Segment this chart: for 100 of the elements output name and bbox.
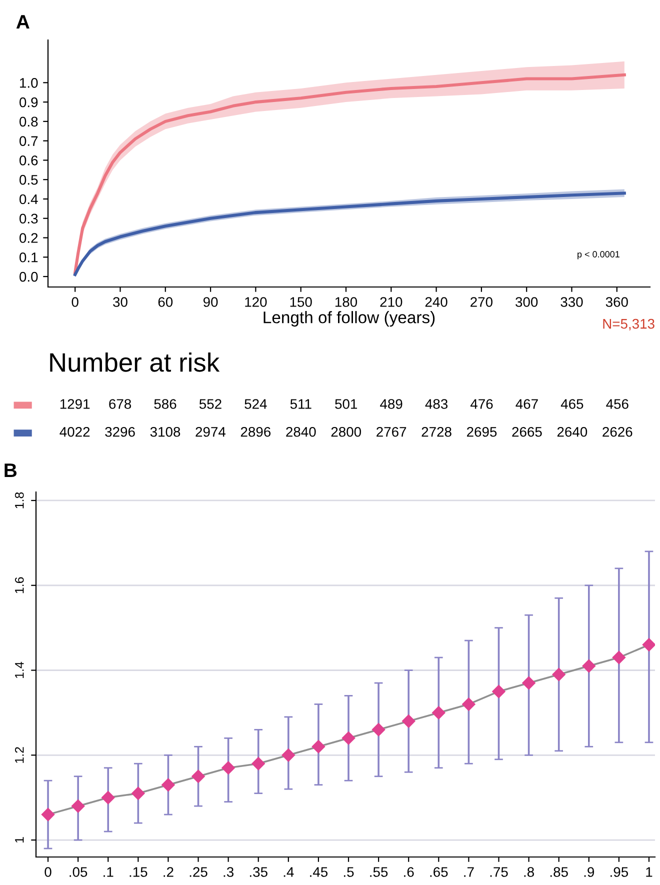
y-tick-label: 1.4 — [15, 662, 24, 678]
point — [552, 668, 566, 682]
data-label: 2896 — [240, 426, 271, 437]
point — [252, 757, 265, 770]
x-tick-label: .9 — [584, 867, 594, 877]
data-label: 586 — [154, 399, 176, 409]
data-label: 501 — [335, 399, 358, 409]
y-tick-label: 0.2 — [20, 233, 38, 243]
data-label: 552 — [199, 399, 222, 409]
x-tick-label: 90 — [203, 297, 218, 307]
text: N=5,313 — [603, 318, 654, 330]
point — [162, 778, 175, 792]
y-tick-label: 0.1 — [20, 252, 38, 262]
point — [432, 706, 446, 720]
y-tick-label: 1.0 — [20, 78, 38, 88]
x-tick-label: .8 — [524, 867, 534, 877]
y-tick-label: 0.4 — [20, 194, 38, 204]
point — [402, 714, 416, 728]
point — [612, 650, 626, 664]
x-tick-label: .55 — [370, 867, 388, 877]
x-tick-label: .5 — [344, 867, 354, 877]
data-label: 678 — [109, 399, 132, 409]
data-label: 2665 — [512, 426, 542, 437]
x-tick-label: .6 — [404, 867, 414, 877]
x-tick-label: 1 — [646, 867, 652, 877]
x-tick-label: .05 — [70, 867, 88, 877]
point — [342, 732, 356, 745]
data-label: 465 — [560, 399, 584, 409]
y-tick-label: 1.6 — [14, 577, 24, 594]
data-label: 3296 — [105, 426, 135, 437]
x-tick-label: 0 — [44, 867, 52, 877]
chart-title: B — [4, 464, 17, 478]
data-label: 2767 — [376, 426, 406, 437]
point — [462, 698, 476, 711]
x-tick-label: 240 — [425, 297, 448, 307]
y-tick-label: 0.3 — [20, 214, 38, 224]
x-tick-label: 120 — [245, 297, 267, 307]
data-label: 524 — [244, 399, 267, 409]
data-label: 489 — [380, 399, 402, 409]
x-tick-label: .35 — [250, 867, 268, 877]
point — [71, 799, 85, 813]
x-tick-label: 30 — [113, 297, 128, 307]
data-label: 467 — [516, 399, 538, 409]
x-tick-label: 300 — [516, 297, 538, 307]
x-tick-label: .15 — [130, 867, 148, 877]
x-tick-label: .7 — [464, 867, 474, 877]
point — [312, 740, 326, 754]
x-tick-label: 360 — [606, 297, 628, 307]
x-tick-label: 60 — [158, 297, 173, 307]
y-tick-label: 0.6 — [20, 156, 38, 166]
chart-title: Number at risk — [50, 352, 220, 372]
x-tick-label: .85 — [550, 867, 568, 877]
y-tick-label: 1 — [15, 837, 24, 843]
data-label: 476 — [470, 399, 493, 409]
y-tick-label: 0.7 — [20, 136, 38, 146]
point — [102, 790, 115, 804]
x-tick-label: .1 — [104, 867, 114, 877]
x-tick-label: .25 — [190, 867, 208, 877]
x-tick-label: 0 — [72, 297, 78, 307]
data-label: 2974 — [196, 426, 226, 437]
x-tick-label: .95 — [610, 867, 628, 877]
data-label: 2800 — [331, 426, 362, 437]
x-axis-title: Length of follow (years) — [264, 311, 435, 327]
x-tick-label: .2 — [164, 867, 174, 877]
x-tick-label: .4 — [284, 867, 294, 877]
data-label: 1291 — [60, 399, 90, 409]
data-label: 2626 — [602, 426, 632, 437]
point — [222, 761, 235, 774]
y-tick-label: 0.8 — [20, 116, 38, 127]
point — [582, 659, 596, 673]
point — [192, 770, 205, 783]
point — [372, 723, 386, 736]
data-label: 511 — [290, 399, 312, 409]
data-label: 2840 — [286, 426, 316, 437]
x-tick-label: .75 — [490, 867, 508, 877]
data-label: 456 — [606, 399, 628, 409]
annotation: p < 0.0001 — [578, 251, 620, 260]
point — [642, 638, 655, 652]
y-tick-label: 0.0 — [20, 272, 38, 282]
x-tick-label: 150 — [290, 297, 312, 307]
point — [132, 786, 145, 800]
x-tick-label: .65 — [430, 867, 448, 877]
chart-title: A — [16, 15, 30, 29]
data-label: 2695 — [467, 426, 497, 437]
y-tick-label: 0.9 — [20, 97, 38, 108]
point — [522, 676, 536, 690]
point — [282, 748, 295, 762]
data-label: 483 — [425, 399, 448, 409]
data-label: 2640 — [557, 426, 588, 437]
point — [492, 684, 506, 698]
data-label: 4022 — [60, 426, 90, 437]
data-label: 3108 — [150, 426, 180, 437]
x-tick-label: .3 — [224, 867, 234, 877]
y-tick-label: 1.2 — [14, 747, 24, 763]
x-tick-label: 180 — [335, 297, 358, 307]
y-tick-label: 0.5 — [20, 174, 38, 185]
data-label: 2728 — [422, 426, 452, 437]
point — [41, 808, 55, 822]
x-tick-label: 210 — [380, 297, 402, 307]
y-tick-label: 1.8 — [14, 492, 24, 508]
